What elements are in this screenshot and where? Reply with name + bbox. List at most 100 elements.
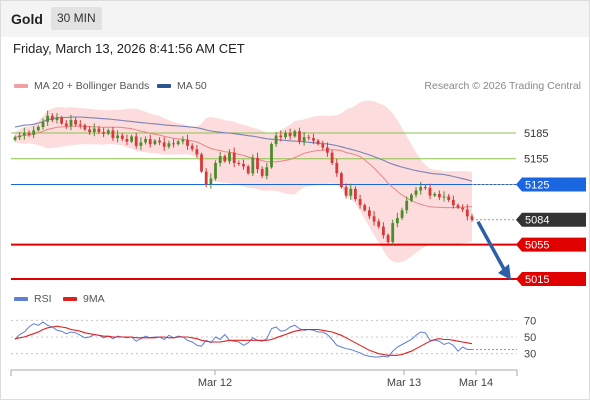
candle-body (372, 216, 376, 222)
level-label-5125: 5125 (525, 179, 549, 191)
candle-body (302, 137, 306, 142)
timestamp: Friday, March 13, 2026 8:41:56 AM CET (13, 41, 245, 56)
level-tag-5084 (516, 212, 586, 227)
time-label: Mar 14 (459, 377, 493, 389)
level-label-5084: 5084 (525, 215, 549, 227)
timeframe-button[interactable]: 30 MIN (51, 7, 102, 30)
level-label-5185: 5185 (524, 128, 548, 140)
candle-body (32, 130, 36, 135)
candle-body (204, 171, 208, 185)
candle-body (414, 190, 418, 195)
candle-body (36, 126, 40, 131)
candle-body (316, 140, 320, 145)
level-label-5155: 5155 (524, 154, 548, 166)
candle-body (186, 139, 189, 146)
candle-body (451, 199, 455, 206)
legend-rsi: RSI (14, 293, 52, 305)
candle-body (400, 210, 404, 218)
candle-body (391, 223, 395, 242)
candle-body (461, 207, 465, 210)
candle-body (330, 152, 334, 163)
ma50-swatch (157, 84, 171, 88)
candle-body (405, 200, 409, 211)
rsi-swatch (14, 297, 28, 301)
candle-body (158, 140, 161, 143)
candle-body (60, 117, 63, 124)
candle-body (279, 135, 283, 138)
candle-body (97, 128, 101, 132)
bollinger-band (15, 100, 472, 263)
candle-body (256, 157, 259, 170)
rsi-tick-70: 70 (524, 315, 536, 327)
candle-body (340, 173, 343, 187)
candle-body (344, 187, 348, 196)
rsi-tick-30: 30 (524, 349, 536, 361)
candle-body (284, 132, 287, 138)
level-label-5055: 5055 (525, 240, 549, 252)
ma20-line (14, 125, 473, 209)
candle-body (232, 152, 236, 163)
candle-body (237, 163, 241, 164)
candle-body (386, 235, 390, 243)
candle-body (321, 144, 325, 148)
candle-body (176, 141, 180, 145)
candle-body (428, 187, 432, 196)
candle-body (246, 166, 250, 174)
candle-body (18, 135, 22, 138)
candle-body (312, 138, 315, 141)
candle-body (260, 169, 264, 176)
candle-body (298, 131, 301, 142)
candle-body (200, 154, 203, 172)
ma50-line (14, 116, 473, 182)
candle-body (349, 188, 353, 196)
legend-ma20-label: MA 20 + Bollinger Bands (34, 80, 150, 92)
candle-body (92, 128, 96, 132)
candle-body (64, 123, 68, 127)
candle-body (69, 120, 73, 127)
candle-body (130, 136, 133, 142)
candle-body (419, 187, 423, 191)
candle-body (27, 132, 31, 135)
candle-body (396, 218, 399, 224)
candle-body (470, 216, 474, 220)
candle-body (438, 193, 441, 198)
candle-body (153, 140, 157, 145)
candle-body (50, 115, 54, 121)
candle-body (209, 178, 213, 185)
candle-body (162, 142, 166, 147)
candle-body (424, 187, 427, 189)
candle-body (74, 120, 77, 125)
candle-body (111, 130, 115, 139)
candle-body (144, 139, 147, 143)
candle-body (265, 167, 269, 176)
legend-rsi-ma-label: 9MA (83, 293, 105, 305)
rsi-ma-swatch (63, 297, 77, 301)
candle-body (148, 139, 152, 145)
candle-body (78, 124, 82, 126)
candle-body (447, 196, 451, 200)
legend-ma50-label: MA 50 (177, 80, 207, 92)
candle-body (181, 139, 185, 142)
time-label: Mar 12 (198, 377, 232, 389)
candle-body (433, 193, 437, 196)
candle-body (106, 130, 110, 134)
candle-body (354, 188, 357, 200)
candle-body (274, 135, 278, 145)
candle-body (326, 147, 329, 153)
forecast-arrow-shaft (476, 220, 507, 272)
time-label: Mar 13 (387, 377, 421, 389)
level-tag-5125 (516, 177, 586, 192)
candle-body (465, 209, 469, 217)
candle-body (134, 136, 138, 146)
candle-body (41, 121, 45, 127)
candle-body (125, 139, 129, 142)
candle-body (195, 149, 199, 155)
candle-body (368, 210, 371, 217)
candle-body (358, 199, 362, 206)
legend-ma20: MA 20 + Bollinger Bands (14, 80, 149, 92)
candle-body (382, 226, 385, 236)
candle-body (214, 163, 217, 179)
candle-body (190, 145, 194, 150)
level-tag-5055 (516, 237, 586, 252)
candle-body (55, 117, 59, 121)
